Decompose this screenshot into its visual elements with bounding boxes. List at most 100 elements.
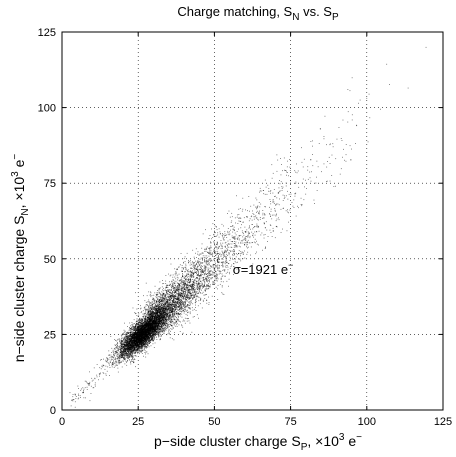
data-point: [138, 337, 140, 339]
data-point: [134, 329, 135, 331]
data-point: [134, 342, 136, 344]
data-point: [139, 331, 141, 332]
data-point: [146, 335, 148, 337]
data-point: [144, 345, 146, 347]
data-point: [125, 341, 127, 343]
data-point: [164, 324, 166, 326]
data-point: [144, 335, 146, 337]
data-point: [121, 351, 123, 353]
data-point: [127, 332, 129, 333]
data-point: [153, 330, 154, 332]
data-point: [129, 342, 131, 343]
data-point: [150, 331, 152, 333]
data-point: [131, 359, 133, 361]
data-point: [137, 330, 138, 331]
data-point: [150, 319, 152, 321]
data-point: [132, 343, 134, 345]
data-point: [137, 324, 139, 325]
data-point: [121, 343, 122, 345]
data-point: [125, 336, 126, 338]
data-point: [141, 353, 143, 354]
data-point: [131, 344, 133, 346]
data-point: [140, 338, 142, 340]
data-point: [158, 324, 160, 326]
data-point: [144, 331, 145, 333]
data-point: [117, 354, 119, 356]
data-point: [127, 326, 128, 327]
data-point: [122, 347, 124, 349]
data-point: [121, 354, 123, 356]
data-point: [131, 332, 133, 334]
data-point: [130, 331, 132, 333]
data-point: [115, 351, 117, 353]
data-point: [139, 349, 141, 351]
data-point: [129, 350, 131, 352]
data-point: [129, 343, 130, 345]
data-point: [136, 343, 138, 345]
data-point: [167, 297, 169, 298]
data-point: [140, 320, 142, 321]
data-point: [112, 351, 114, 352]
data-point: [125, 361, 127, 362]
data-point: [125, 350, 127, 352]
data-point: [137, 339, 139, 341]
data-point: [119, 362, 121, 364]
data-point: [127, 358, 129, 359]
data-point: [131, 325, 133, 327]
data-point: [114, 362, 116, 364]
data-point: [148, 322, 150, 324]
data-point: [151, 333, 153, 335]
data-point: [145, 344, 147, 346]
data-point: [132, 331, 134, 333]
data-point: [120, 344, 122, 346]
data-point: [157, 328, 159, 330]
data-point: [123, 352, 125, 354]
data-point: [122, 353, 124, 355]
data-point: [143, 320, 145, 322]
data-point: [145, 344, 146, 346]
data-point: [138, 326, 140, 328]
data-point: [117, 349, 119, 351]
data-point: [142, 350, 144, 352]
data-point: [146, 340, 148, 342]
data-point: [139, 335, 141, 337]
data-point: [153, 315, 155, 317]
data-point: [140, 336, 142, 338]
data-point: [135, 355, 137, 357]
data-point: [134, 332, 136, 334]
data-point: [126, 346, 128, 348]
data-point: [115, 351, 116, 352]
data-point: [143, 332, 144, 334]
data-point: [154, 337, 155, 339]
data-point: [116, 340, 118, 342]
data-point: [134, 328, 136, 330]
data-point: [128, 338, 130, 340]
data-point: [135, 348, 137, 350]
data-point: [137, 321, 139, 323]
data-point: [138, 333, 140, 335]
data-point: [141, 340, 143, 342]
data-point: [129, 353, 131, 355]
data-point: [126, 334, 128, 335]
data-point: [155, 329, 156, 331]
data-point: [131, 361, 133, 362]
data-point: [142, 334, 144, 336]
data-point: [151, 333, 152, 334]
data-point: [127, 344, 129, 346]
data-point: [129, 341, 131, 343]
data-point: [136, 342, 138, 344]
data-point: [117, 358, 118, 360]
data-point: [127, 359, 128, 361]
data-point: [117, 338, 119, 340]
data-point: [147, 342, 148, 343]
data-point: [116, 364, 118, 366]
data-point: [139, 341, 141, 343]
data-point: [152, 312, 153, 314]
data-point: [153, 334, 155, 336]
data-point: [123, 346, 125, 348]
data-point: [143, 326, 145, 328]
data-point: [145, 343, 147, 345]
data-point: [142, 322, 144, 323]
data-point: [145, 325, 147, 327]
data-point: [146, 322, 148, 324]
